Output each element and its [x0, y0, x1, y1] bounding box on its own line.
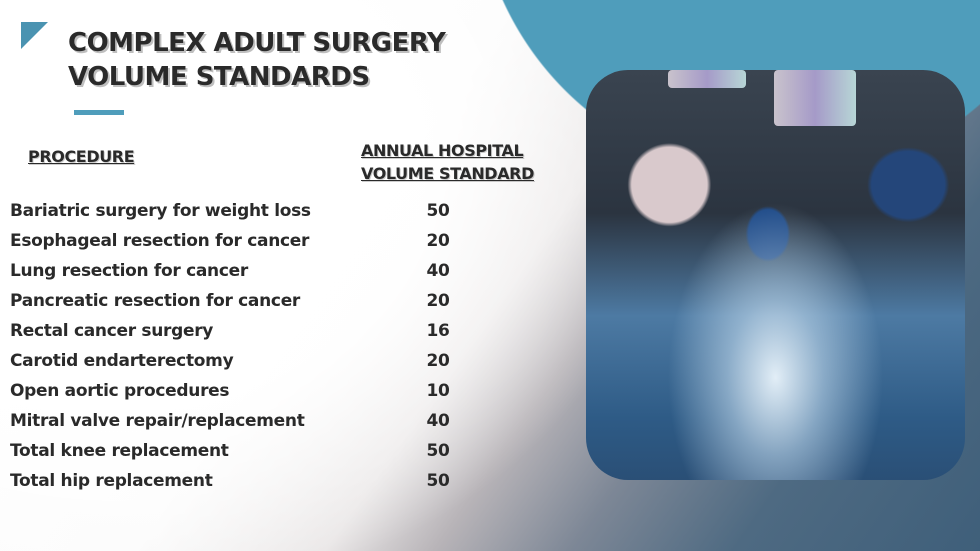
- volume-value: 20: [426, 231, 450, 251]
- volume-value: 50: [426, 441, 450, 461]
- procedure-name: Pancreatic resection for cancer: [10, 291, 301, 311]
- volume-value: 20: [426, 291, 450, 311]
- volume-value: 20: [426, 351, 450, 371]
- title-line-1: COMPLEX ADULT SURGERY: [68, 28, 446, 58]
- volume-value: 16: [426, 321, 450, 341]
- table-row: Lung resection for cancer 40: [10, 256, 466, 286]
- surgery-photo: [586, 70, 965, 480]
- table-row: Total knee replacement 50: [10, 436, 466, 466]
- procedure-name: Mitral valve repair/replacement: [10, 411, 305, 431]
- surgical-lamp: [668, 70, 746, 88]
- table-row: Mitral valve repair/replacement 40: [10, 406, 466, 436]
- volume-value: 40: [426, 261, 450, 281]
- procedure-name: Open aortic procedures: [10, 381, 230, 401]
- volume-header-line-1: ANNUAL HOSPITAL: [361, 141, 524, 160]
- title-line-2: VOLUME STANDARDS: [68, 62, 370, 92]
- surgical-lamp: [774, 70, 856, 126]
- volume-header-line-2: VOLUME STANDARD: [361, 164, 534, 183]
- title-underline-divider: [74, 110, 124, 115]
- table-row: Pancreatic resection for cancer 20: [10, 286, 466, 316]
- procedure-table: Bariatric surgery for weight loss 50 Esoph…: [10, 196, 466, 496]
- page-title: COMPLEX ADULT SURGERY VOLUME STANDARDS: [68, 26, 446, 94]
- volume-column-header: ANNUAL HOSPITAL VOLUME STANDARD: [361, 139, 534, 185]
- table-row: Rectal cancer surgery 16: [10, 316, 466, 346]
- volume-value: 50: [426, 471, 450, 491]
- volume-value: 10: [426, 381, 450, 401]
- table-row: Carotid endarterectomy 20: [10, 346, 466, 376]
- procedure-name: Total hip replacement: [10, 471, 213, 491]
- procedure-name: Rectal cancer surgery: [10, 321, 214, 341]
- procedure-name: Lung resection for cancer: [10, 261, 248, 281]
- table-row: Bariatric surgery for weight loss 50: [10, 196, 466, 226]
- procedure-column-header: PROCEDURE: [28, 147, 135, 166]
- procedure-name: Esophageal resection for cancer: [10, 231, 310, 251]
- procedure-name: Total knee replacement: [10, 441, 229, 461]
- procedure-name: Carotid endarterectomy: [10, 351, 234, 371]
- table-row: Open aortic procedures 10: [10, 376, 466, 406]
- table-row: Total hip replacement 50: [10, 466, 466, 496]
- volume-value: 50: [426, 201, 450, 221]
- corner-triangle-icon: [21, 22, 48, 49]
- procedure-name: Bariatric surgery for weight loss: [10, 201, 311, 221]
- table-row: Esophageal resection for cancer 20: [10, 226, 466, 256]
- volume-value: 40: [426, 411, 450, 431]
